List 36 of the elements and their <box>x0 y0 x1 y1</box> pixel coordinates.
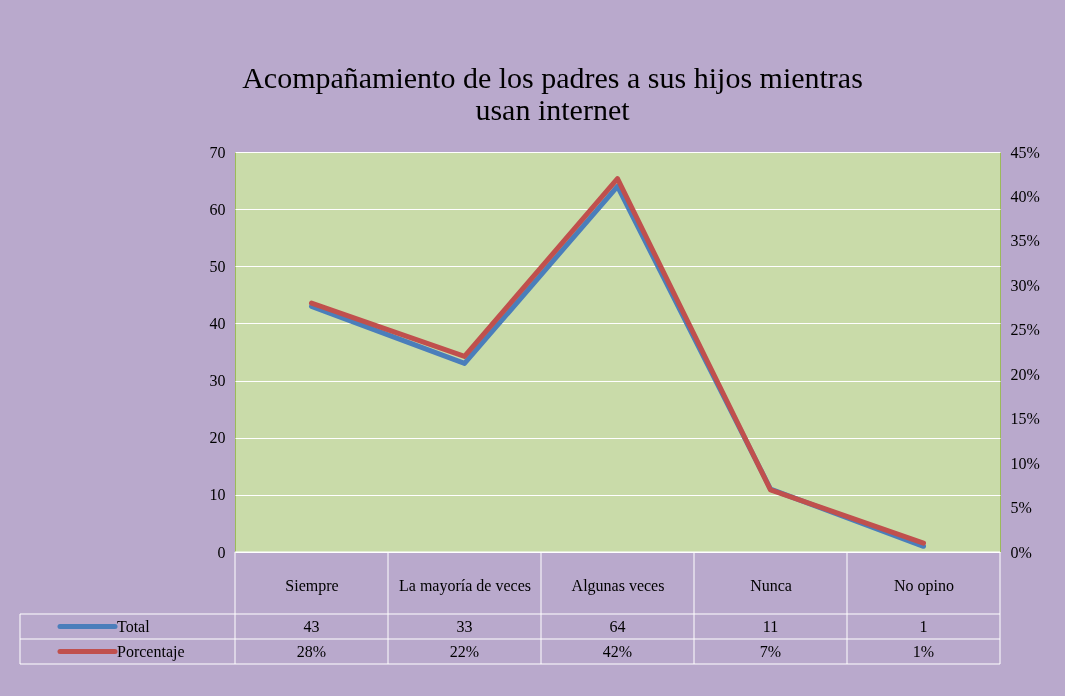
data-label: 1 <box>919 617 928 635</box>
data-label: 1% <box>912 642 935 660</box>
y2-tick-label: 10% <box>1010 454 1040 472</box>
data-label: 7% <box>759 642 782 660</box>
y2-tick-label: 35% <box>1010 232 1040 250</box>
y-tick-label: 60 <box>209 200 226 218</box>
y2-tick-label: 25% <box>1010 321 1040 339</box>
y2-tick-label: 45% <box>1010 143 1040 161</box>
y2-tick-label: 20% <box>1010 365 1040 383</box>
x-tick-label: La mayoría de veces <box>399 576 531 595</box>
y-tick-label: 20 <box>209 429 226 447</box>
x-tick-label: Algunas veces <box>571 576 665 595</box>
data-label: 28% <box>296 642 327 660</box>
y2-tick-label: 40% <box>1010 187 1040 205</box>
data-label: 11 <box>762 617 779 635</box>
data-label: 43 <box>303 617 320 635</box>
legend-label: Total <box>117 617 151 635</box>
legend-label: Porcentaje <box>117 642 185 661</box>
data-label: 42% <box>602 642 633 660</box>
x-tick-label: Nunca <box>750 576 792 594</box>
y2-tick-label: 5% <box>1010 499 1032 517</box>
data-label: 22% <box>449 642 480 660</box>
y2-tick-label: 15% <box>1010 410 1040 428</box>
x-tick-label: Siempre <box>285 576 339 595</box>
y-tick-label: 30 <box>209 372 226 390</box>
y-tick-label: 40 <box>209 314 226 332</box>
x-tick-label: No opino <box>894 576 954 595</box>
y-tick-label: 10 <box>209 486 226 504</box>
y2-tick-label: 0% <box>1010 543 1032 561</box>
chart-title: Acompañamiento de los padres a sus hijos mientras usan internet <box>242 61 863 126</box>
y2-tick-label: 30% <box>1010 276 1040 294</box>
data-label: 64 <box>609 617 626 635</box>
data-label: 33 <box>456 617 473 635</box>
y-tick-label: 50 <box>209 257 226 275</box>
y-tick-label: 0 <box>217 543 226 561</box>
y-tick-label: 70 <box>209 143 226 161</box>
